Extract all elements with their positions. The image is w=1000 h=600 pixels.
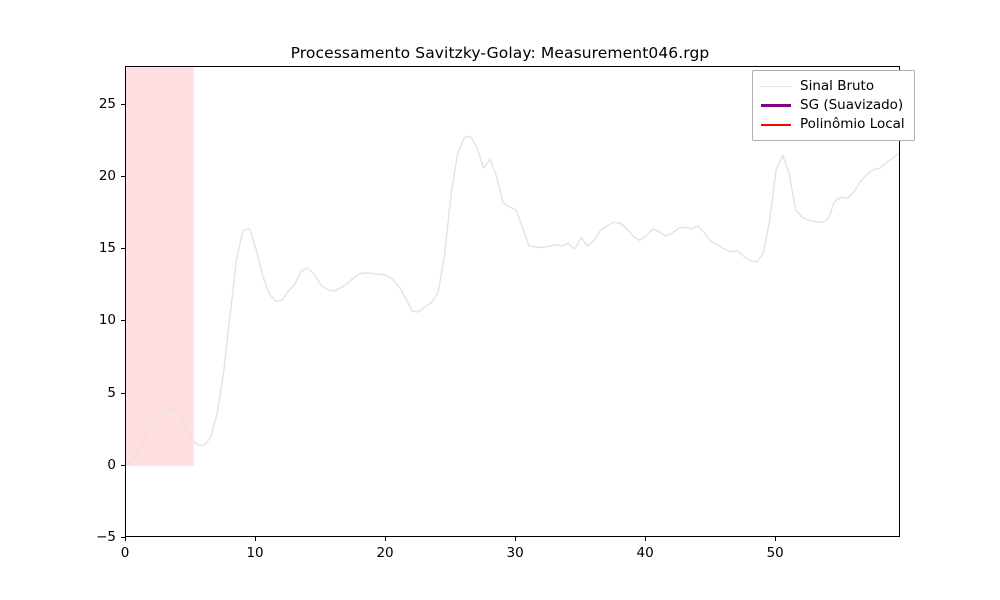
y-tick-label: 0 [107, 456, 116, 473]
x-tick-mark [125, 537, 127, 541]
x-tick-mark [775, 537, 777, 541]
legend-label-sinal-bruto: Sinal Bruto [800, 78, 875, 94]
x-tick-mark [385, 537, 387, 541]
legend-swatch-sg-suavizado [761, 104, 791, 107]
x-tick-mark [255, 537, 257, 541]
shaded-window-region [126, 67, 194, 466]
x-tick-label: 20 [376, 545, 394, 561]
x-tick-label: 50 [766, 545, 784, 561]
y-tick-label: 10 [98, 312, 116, 329]
legend-swatch-polinomio-local [761, 123, 791, 126]
y-tick-label: 20 [98, 167, 116, 184]
legend-swatch-sinal-bruto [761, 86, 791, 87]
y-tick-mark [121, 464, 125, 466]
y-tick-label: 25 [98, 95, 116, 112]
x-tick-label: 40 [636, 545, 654, 561]
legend-item-sinal-bruto[interactable]: Sinal Bruto [761, 77, 905, 96]
legend-label-polinomio-local: Polinômio Local [800, 116, 905, 132]
y-tick-mark [121, 320, 125, 322]
y-tick-label: 5 [107, 384, 116, 401]
x-tick-mark [515, 537, 517, 541]
y-tick-label: 15 [98, 240, 116, 257]
y-tick-mark [121, 248, 125, 250]
x-tick-label: 10 [246, 545, 264, 561]
legend-item-polinomio-local[interactable]: Polinômio Local [761, 115, 905, 134]
y-tick-mark [121, 103, 125, 105]
y-tick-mark [121, 392, 125, 394]
chart-title: Processamento Savitzky-Golay: Measuremen… [290, 44, 710, 62]
legend-label-sg-suavizado: SG (Suavizado) [800, 97, 904, 113]
y-tick-mark [121, 175, 125, 177]
x-tick-mark [645, 537, 647, 541]
series-line-sinal-bruto [126, 135, 899, 467]
legend-item-sg-suavizado[interactable]: SG (Suavizado) [761, 96, 905, 115]
y-tick-mark [121, 537, 125, 539]
y-tick-label: −5 [96, 529, 116, 545]
x-tick-label: 30 [506, 545, 524, 561]
x-tick-label: 0 [120, 545, 130, 561]
plot-canvas [126, 67, 899, 467]
plot-area[interactable] [125, 66, 900, 537]
chart-legend[interactable]: Sinal Bruto SG (Suavizado) Polinômio Loc… [752, 70, 915, 141]
